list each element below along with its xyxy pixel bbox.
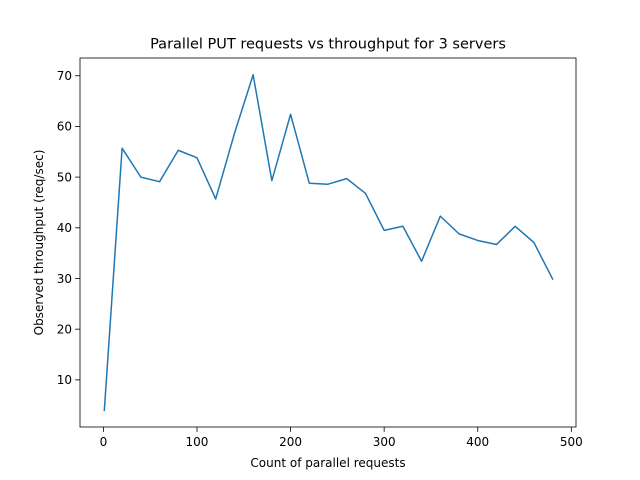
- x-tick-label: 300: [373, 435, 396, 449]
- series-line: [103, 73, 554, 412]
- y-tick-label: 10: [57, 373, 72, 387]
- y-axis-label: Observed throughput (req/sec): [32, 150, 46, 336]
- chart-title: Parallel PUT requests vs throughput for …: [150, 37, 506, 53]
- y-tick-label: 70: [57, 69, 72, 83]
- plot-frame: [79, 57, 577, 428]
- x-tick-label: 0: [100, 435, 108, 449]
- y-tick-label: 60: [57, 120, 72, 134]
- x-tick-label: 500: [560, 435, 583, 449]
- x-tick-label: 400: [466, 435, 489, 449]
- y-tick-label: 50: [57, 170, 72, 184]
- y-tick-label: 20: [57, 322, 72, 336]
- x-axis-label: Count of parallel requests: [250, 456, 405, 470]
- x-tick-label: 200: [279, 435, 302, 449]
- plot-area: [103, 73, 554, 412]
- y-tick-label: 40: [57, 221, 72, 235]
- x-axis-ticks: 0 100 200 300 400 500: [100, 427, 583, 449]
- y-tick-label: 30: [57, 272, 72, 286]
- x-tick-label: 100: [186, 435, 209, 449]
- y-axis-ticks: 10 20 30 40 50 60 70: [57, 69, 80, 387]
